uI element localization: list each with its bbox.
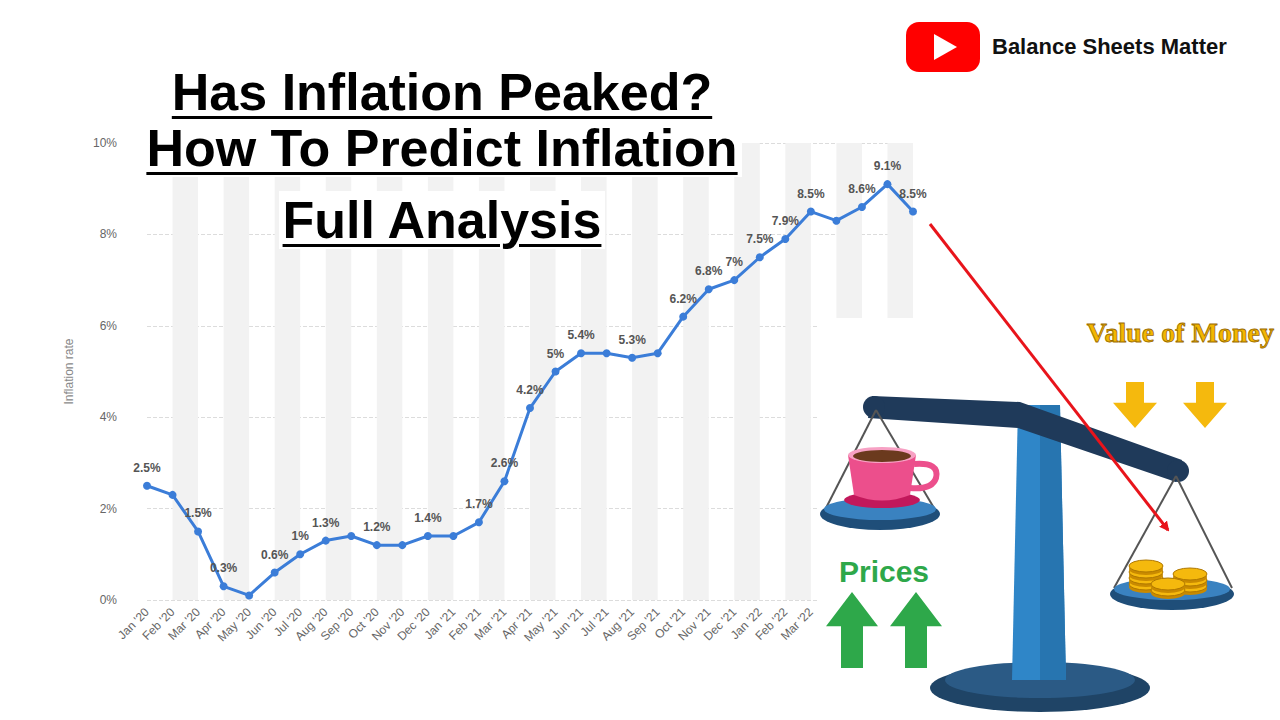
svg-text:1.2%: 1.2%	[363, 520, 391, 534]
svg-text:0.6%: 0.6%	[261, 548, 289, 562]
svg-text:5.4%: 5.4%	[567, 328, 595, 342]
svg-text:Jul '21: Jul '21	[577, 605, 612, 640]
svg-text:Apr '20: Apr '20	[192, 605, 229, 642]
html-text:Has Inflation Peaked?: Has Inflation Peaked?	[171, 63, 713, 121]
svg-text:Mar '21: Mar '21	[471, 605, 510, 643]
svg-text:Mar '22: Mar '22	[778, 605, 816, 643]
svg-text:Value of Money: Value of Money	[1087, 317, 1274, 348]
svg-text:May '21: May '21	[521, 605, 561, 645]
svg-text:Sep '20: Sep '20	[317, 605, 357, 644]
svg-text:1%: 1%	[292, 529, 310, 543]
svg-text:Jan '22: Jan '22	[727, 605, 765, 642]
svg-text:Jan '20: Jan '20	[115, 605, 152, 642]
svg-text:Mar '20: Mar '20	[165, 605, 203, 643]
svg-text:Prices: Prices	[839, 555, 929, 588]
svg-text:4.2%: 4.2%	[516, 383, 544, 397]
svg-text:Oct '21: Oct '21	[651, 605, 689, 642]
svg-text:4%: 4%	[100, 410, 118, 424]
svg-text:May '20: May '20	[214, 605, 255, 645]
svg-text:Feb '20: Feb '20	[139, 605, 178, 643]
svg-text:6.2%: 6.2%	[670, 292, 698, 306]
svg-text:5.3%: 5.3%	[618, 333, 646, 347]
svg-text:Feb '21: Feb '21	[446, 605, 484, 643]
svg-text:7%: 7%	[726, 255, 744, 269]
svg-text:2.5%: 2.5%	[133, 461, 161, 475]
svg-text:Apr '21: Apr '21	[498, 605, 535, 642]
svg-text:7.9%: 7.9%	[772, 214, 800, 228]
svg-text:Jun '20: Jun '20	[243, 605, 280, 642]
svg-text:1.5%: 1.5%	[184, 506, 212, 520]
svg-text:Dec '20: Dec '20	[394, 605, 433, 644]
svg-text:5%: 5%	[547, 347, 565, 361]
svg-text:Oct '20: Oct '20	[345, 605, 382, 642]
html-text:Full Analysis: Full Analysis	[282, 191, 602, 249]
svg-text:1.4%: 1.4%	[414, 511, 442, 525]
svg-text:0.3%: 0.3%	[210, 561, 238, 575]
html-text:How To Predict Inflation: How To Predict Inflation	[146, 119, 738, 177]
svg-text:6.8%: 6.8%	[695, 264, 723, 278]
svg-text:Sep '21: Sep '21	[624, 605, 663, 644]
svg-text:Aug '21: Aug '21	[598, 605, 638, 644]
svg-text:Aug '20: Aug '20	[292, 605, 331, 644]
svg-text:Dec '21: Dec '21	[700, 605, 740, 644]
svg-text:7.5%: 7.5%	[746, 232, 774, 246]
svg-text:Nov '21: Nov '21	[675, 605, 714, 644]
svg-text:9.1%: 9.1%	[874, 159, 902, 173]
svg-text:Inflation rate: Inflation rate	[62, 338, 76, 404]
svg-text:Jul '20: Jul '20	[271, 605, 306, 640]
svg-text:10%: 10%	[93, 136, 117, 150]
svg-text:0%: 0%	[100, 593, 118, 607]
svg-text:Jan '21: Jan '21	[421, 605, 459, 642]
svg-text:8.5%: 8.5%	[899, 187, 927, 201]
svg-text:2%: 2%	[100, 502, 118, 516]
svg-text:Feb '22: Feb '22	[752, 605, 791, 643]
svg-text:1.7%: 1.7%	[465, 497, 493, 511]
svg-text:Balance Sheets Matter: Balance Sheets Matter	[992, 34, 1227, 59]
svg-text:8.5%: 8.5%	[797, 187, 825, 201]
svg-text:2.6%: 2.6%	[491, 456, 519, 470]
svg-text:Jun '21: Jun '21	[549, 605, 586, 642]
svg-text:1.3%: 1.3%	[312, 516, 340, 530]
svg-text:8.6%: 8.6%	[848, 182, 876, 196]
svg-text:Nov '20: Nov '20	[368, 605, 408, 644]
svg-text:6%: 6%	[100, 319, 118, 333]
svg-text:8%: 8%	[100, 227, 118, 241]
